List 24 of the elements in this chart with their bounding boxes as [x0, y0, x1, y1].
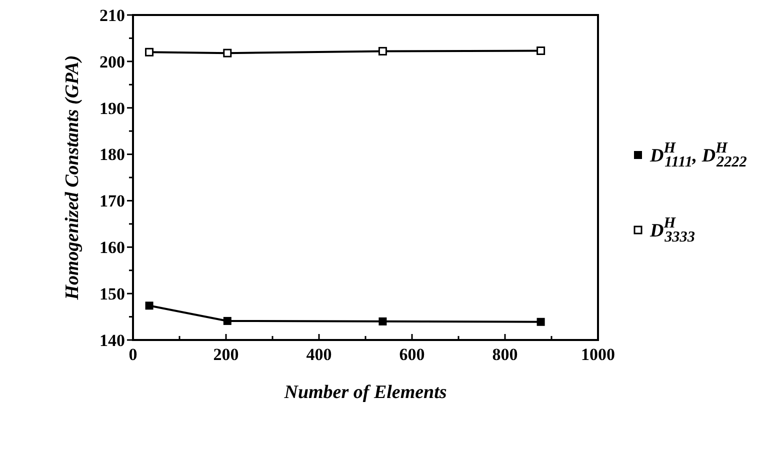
y-tick-label: 140 [100, 330, 125, 350]
y-axis-title: Homogenized Constants (GPA) [62, 55, 83, 301]
point [378, 46, 387, 56]
y-tick-label: 150 [100, 284, 125, 304]
point [536, 46, 546, 55]
point [223, 316, 232, 325]
y-tick-label: 190 [100, 98, 125, 118]
x-axis-title: Number of Elements [283, 382, 447, 403]
y-tick-label: 170 [100, 192, 125, 211]
x-tick-label: 400 [306, 345, 332, 364]
y-tick-label: 180 [100, 145, 125, 164]
x-tick-label: 800 [492, 345, 518, 364]
x-tick-label: 1000 [581, 345, 615, 364]
point [223, 48, 232, 58]
point [145, 302, 154, 310]
y-tick-label: 200 [100, 52, 125, 72]
point [536, 318, 545, 326]
x-tick-label: 600 [399, 345, 425, 364]
point [145, 48, 154, 56]
x-tick-label: 0 [128, 345, 138, 364]
y-tick-label: 210 [100, 6, 125, 25]
x-tick-label: 200 [213, 345, 239, 364]
y-tick-label: 160 [100, 238, 125, 258]
point [378, 317, 387, 326]
